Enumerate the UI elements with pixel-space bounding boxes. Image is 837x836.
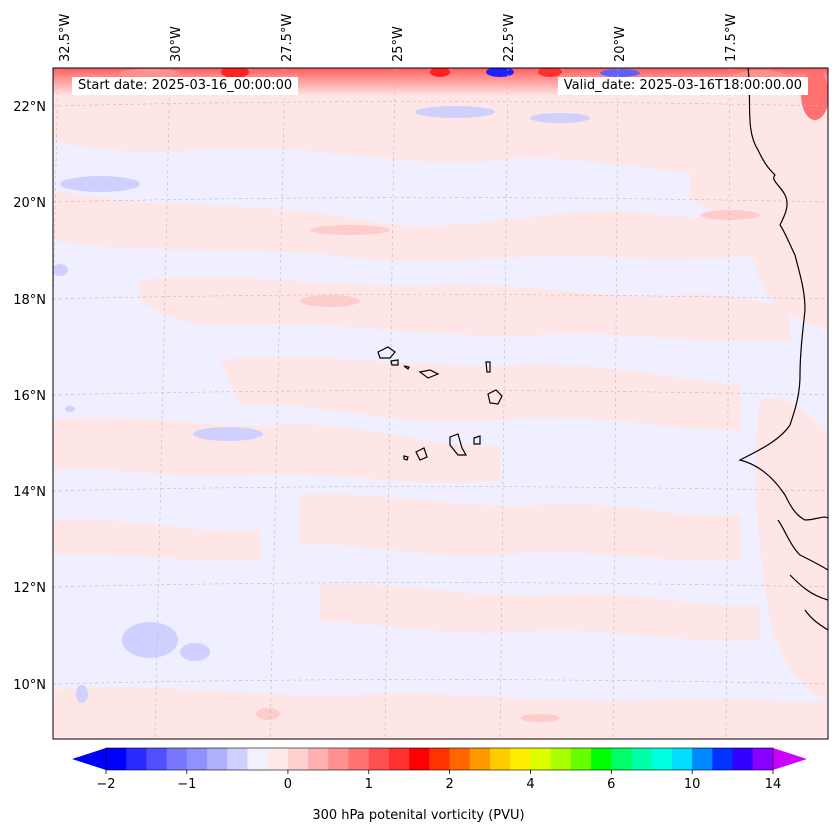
- colorbar-cell: [510, 748, 531, 770]
- lat-label: 22°N: [13, 100, 46, 115]
- lon-label: 32.5°W: [58, 14, 73, 62]
- colorbar-cell: [247, 748, 269, 770]
- colorbar-tick-label: 14: [765, 777, 782, 792]
- colorbar-cell: [106, 748, 127, 770]
- colorbar-cell: [712, 748, 734, 770]
- island-santa-luzia: [403, 365, 410, 370]
- colorbar-cell: [631, 748, 653, 770]
- island-santo-antao: [377, 346, 396, 359]
- colorbar: −2 −1 0 1 2 4 6 10 14: [72, 747, 807, 792]
- start-date-label: Start date: 2025-03-16_00:00:00: [72, 77, 299, 95]
- colorbar-title: 300 hPa potenital vorticity (PVU): [312, 808, 525, 823]
- island-boa-vista: [487, 389, 503, 405]
- lat-label: 10°N: [13, 678, 46, 693]
- colorbar-cell: [591, 748, 612, 770]
- colorbar-outline: [105, 747, 774, 771]
- lon-label: 25°W: [391, 26, 406, 62]
- lat-label: 16°N: [13, 389, 46, 404]
- lon-label: 20°W: [613, 26, 628, 62]
- valid-date-label: Valid_date: 2025-03-16T18:00:00.00: [557, 77, 808, 95]
- island-santiago: [449, 433, 468, 456]
- island-sal: [485, 361, 491, 373]
- island-maio: [473, 435, 481, 445]
- coastline-africa-south: [777, 519, 828, 631]
- colorbar-ticks: −2 −1 0 1 2 4 6 10 14: [96, 770, 781, 792]
- colorbar-cell: [469, 748, 491, 770]
- colorbar-cell: [429, 748, 451, 770]
- colorbar-cell: [388, 748, 410, 770]
- colorbar-cell: [207, 748, 228, 770]
- colorbar-tick-label: 4: [526, 777, 534, 792]
- colorbar-cell: [126, 748, 147, 770]
- colorbar-tick-label: −2: [96, 777, 115, 792]
- map-frame: [52, 67, 829, 740]
- lon-label: 30°W: [169, 26, 184, 62]
- colorbar-under-arrow: [72, 748, 106, 770]
- colorbar-tick-label: 1: [365, 777, 373, 792]
- colorbar-cell: [732, 748, 754, 770]
- colorbar-cell: [287, 748, 309, 770]
- colorbar-cells: [106, 748, 774, 770]
- colorbar-cell: [692, 748, 713, 770]
- lat-label: 20°N: [13, 196, 46, 211]
- colorbar-over-arrow: [773, 748, 807, 770]
- coastline-africa: [738, 68, 828, 521]
- longitude-labels: 32.5°W 30°W 27.5°W 25°W 22.5°W 20°W 17.5…: [58, 14, 739, 62]
- colorbar-cell: [409, 748, 430, 770]
- colorbar-cell: [611, 748, 633, 770]
- colorbar-cell: [328, 748, 350, 770]
- graticule: [53, 68, 828, 739]
- lon-label: 22.5°W: [502, 14, 517, 62]
- colorbar-cell: [368, 748, 390, 770]
- lat-label: 12°N: [13, 581, 46, 596]
- lon-label: 27.5°W: [280, 14, 295, 62]
- colorbar-cell: [166, 748, 188, 770]
- pv-negative-contours: [53, 106, 590, 703]
- colorbar-cell: [570, 748, 592, 770]
- island-fogo: [415, 447, 428, 461]
- colorbar-cell: [530, 748, 552, 770]
- lat-label: 14°N: [13, 485, 46, 500]
- colorbar-tick-label: 10: [684, 777, 701, 792]
- latitude-labels: 22°N 20°N 18°N 16°N 14°N 12°N 10°N: [13, 100, 46, 693]
- colorbar-tick-label: 6: [607, 777, 615, 792]
- colorbar-cell: [671, 748, 693, 770]
- colorbar-tick-label: −1: [177, 777, 196, 792]
- island-brava: [403, 455, 409, 461]
- pv-positive-contours: [53, 68, 828, 739]
- cape-verde-islands: [377, 346, 503, 461]
- colorbar-cell: [267, 748, 289, 770]
- colorbar-cell: [449, 748, 471, 770]
- colorbar-cell: [308, 748, 329, 770]
- colorbar-cell: [550, 748, 572, 770]
- colorbar-cell: [186, 748, 208, 770]
- colorbar-cell: [146, 748, 168, 770]
- lat-label: 18°N: [13, 293, 46, 308]
- pv-positive-cores: [256, 210, 760, 722]
- colorbar-cell: [490, 748, 511, 770]
- colorbar-cell: [227, 748, 248, 770]
- colorbar-tick-label: 0: [284, 777, 292, 792]
- colorbar-cell: [651, 748, 673, 770]
- island-sao-nicolau: [418, 369, 440, 379]
- map-area: [53, 68, 828, 739]
- colorbar-tick-label: 2: [445, 777, 453, 792]
- lon-label: 17.5°W: [724, 14, 739, 62]
- island-sao-vicente: [390, 359, 399, 366]
- colorbar-cell: [348, 748, 370, 770]
- colorbar-cell: [752, 748, 774, 770]
